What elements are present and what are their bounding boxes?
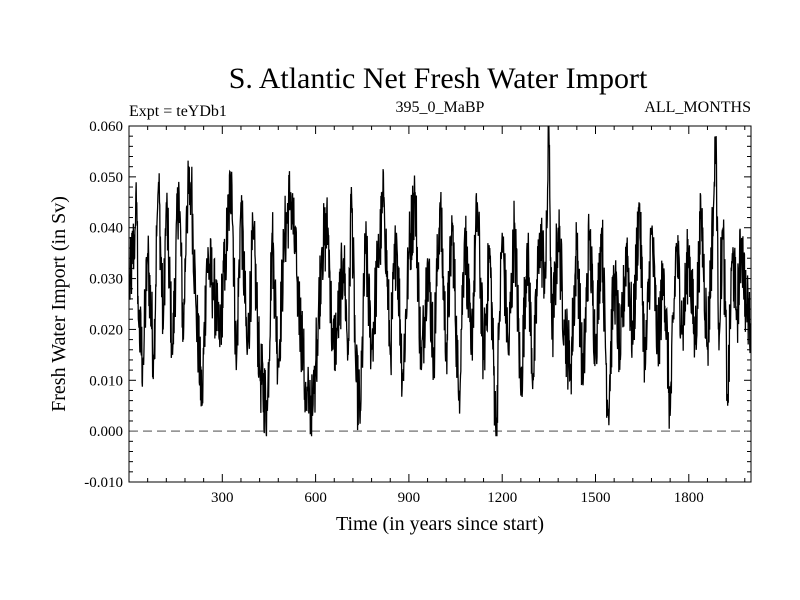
x-tick-label: 600 xyxy=(304,490,327,506)
x-tick-label: 1200 xyxy=(487,490,517,506)
series-line xyxy=(128,125,752,437)
axis-ticks: -0.010 0.000 0.010 0.020 0.030 0.040 0.050 0.06… xyxy=(84,119,751,506)
y-tick-label: 0.010 xyxy=(89,373,123,389)
y-tick-label: 0.050 xyxy=(89,170,123,186)
y-tick-label: 0.040 xyxy=(89,221,123,237)
x-axis-label: Time (in years since start) xyxy=(336,513,544,535)
y-tick-label: 0.020 xyxy=(89,322,123,338)
x-tick-label: 1500 xyxy=(581,490,611,506)
chart-title: S. Atlantic Net Fresh Water Import xyxy=(229,62,648,95)
chart-subtitle-center: 395_0_MaBP xyxy=(396,99,485,116)
chart-subtitle-left: Expt = teYDb1 xyxy=(129,103,227,120)
plot-area xyxy=(128,125,752,437)
y-tick-label: 0.060 xyxy=(89,119,123,135)
x-tick-label: 900 xyxy=(398,490,421,506)
y-tick-label: -0.010 xyxy=(84,475,123,491)
plot-frame xyxy=(128,125,752,483)
y-axis-label: Fresh Water Import (in Sv) xyxy=(48,196,70,412)
y-tick-label: 0.030 xyxy=(89,272,123,288)
x-tick-label: 1800 xyxy=(674,490,704,506)
y-tick-label: 0.000 xyxy=(89,424,123,440)
x-tick-label: 300 xyxy=(211,490,234,506)
chart-subtitle-right: ALL_MONTHS xyxy=(644,99,751,116)
